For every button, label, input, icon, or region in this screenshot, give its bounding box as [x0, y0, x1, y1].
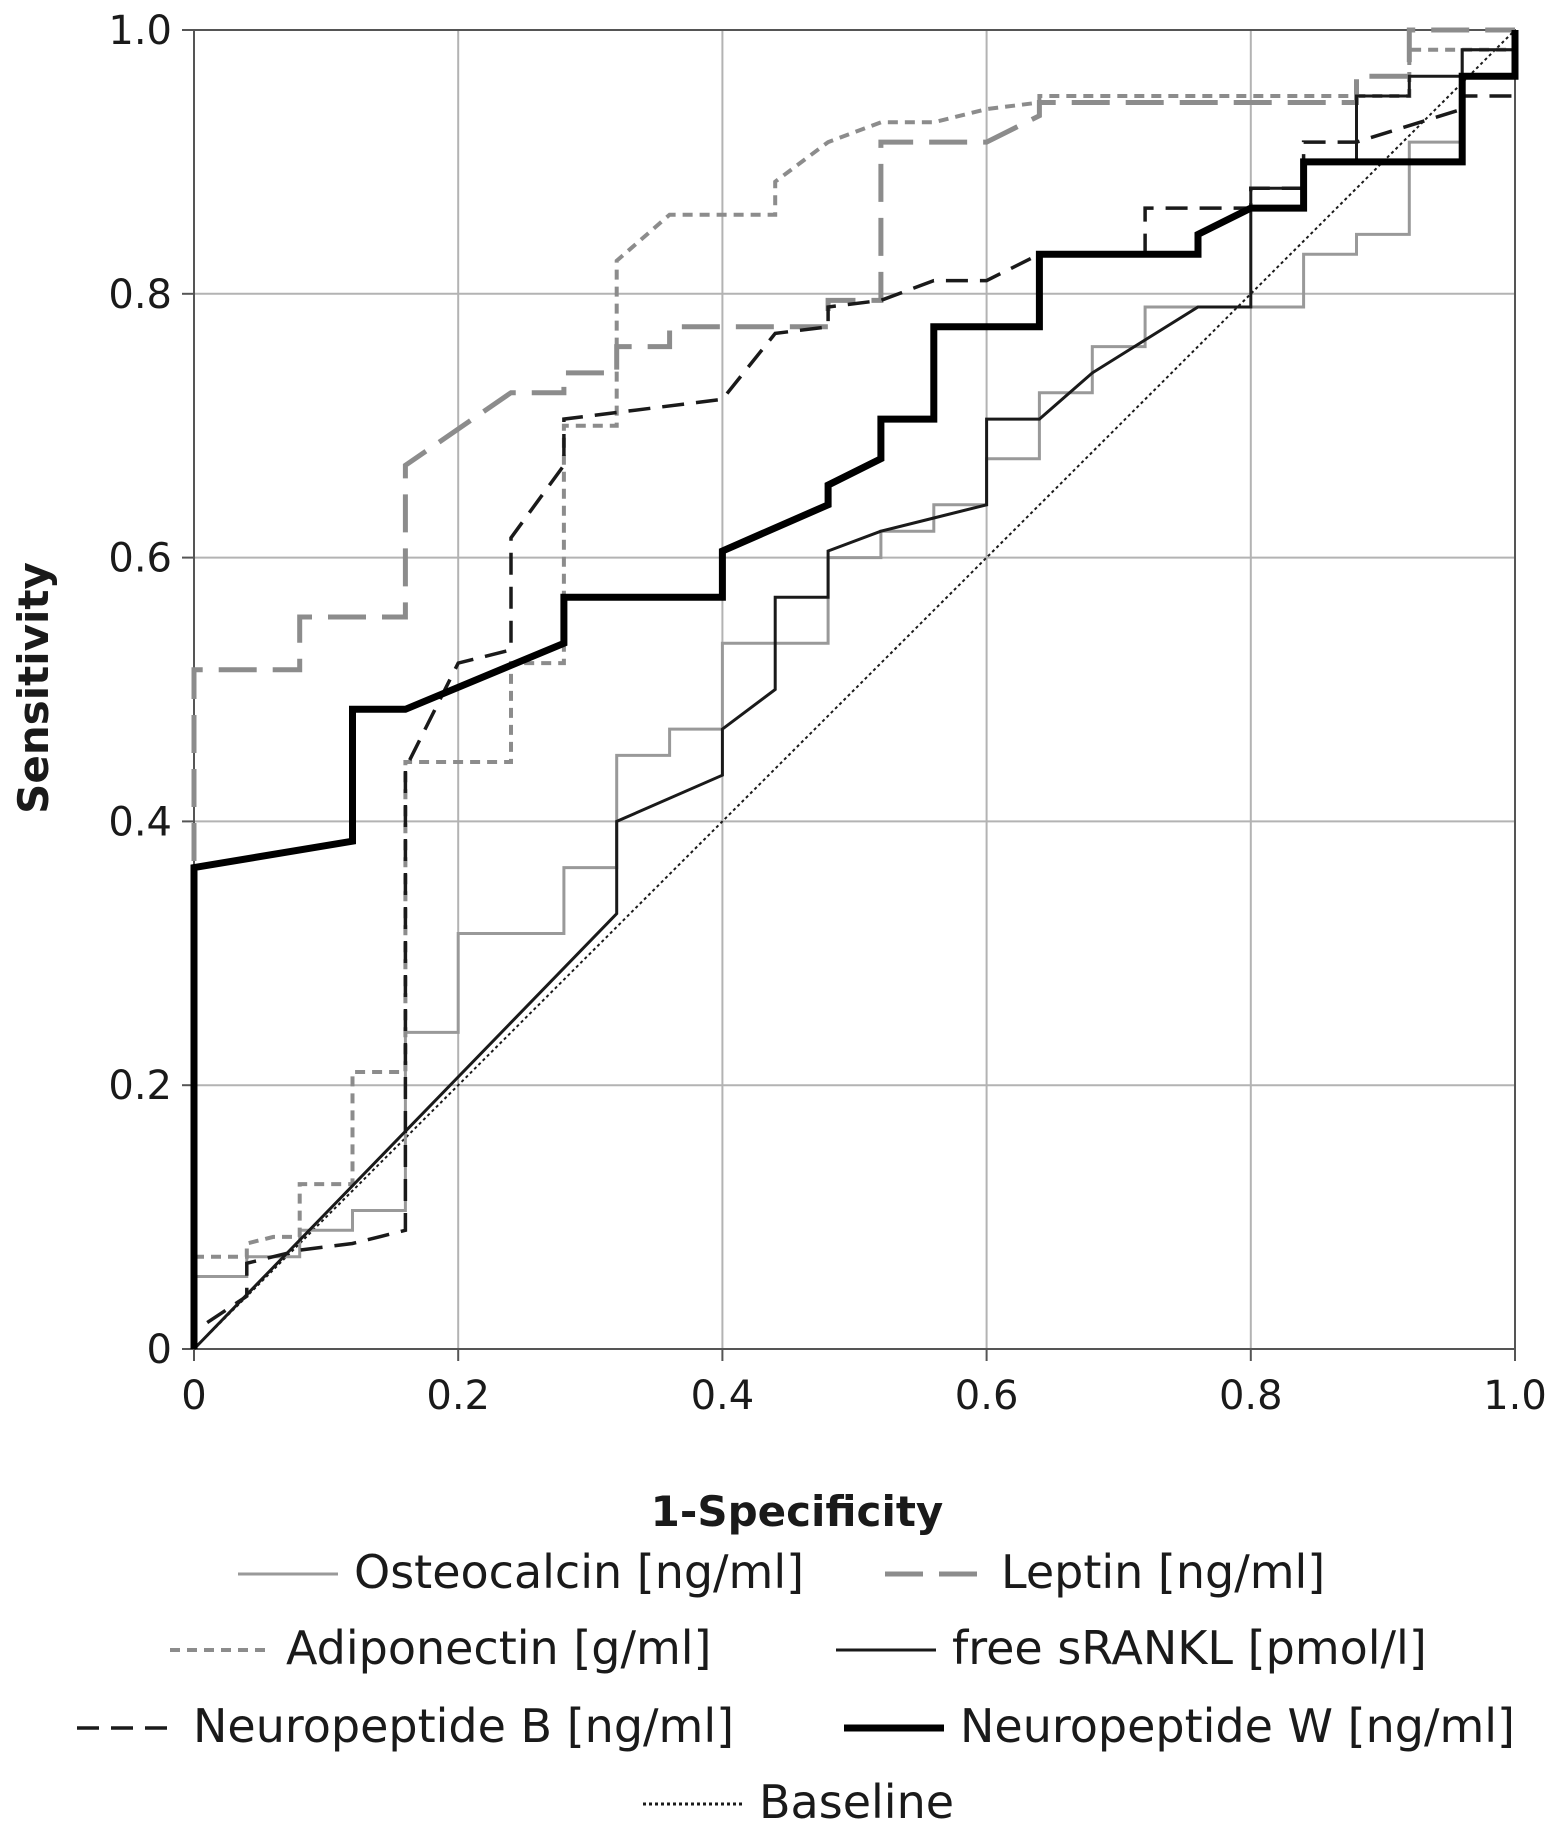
y-tick-label: 0.4 [108, 799, 172, 845]
series-line-0 [192, 30, 1517, 1349]
legend-label-2: Adiponectin [g/ml] [286, 1621, 712, 1675]
legend-label-4: Neuropeptide B [ng/ml] [193, 1699, 734, 1753]
y-tick-label: 0 [147, 1327, 172, 1373]
legend-label-3: free sRANKL [pmol/l] [952, 1621, 1427, 1675]
legend-label-1: Leptin [ng/ml] [1001, 1545, 1325, 1599]
legend-label-6: Baseline [759, 1775, 954, 1829]
y-axis-title: Sensitivity [9, 562, 58, 814]
x-tick-label: 1.0 [1483, 1373, 1547, 1419]
series-lines [190, 27, 1519, 1351]
series-line-2 [194, 47, 1515, 1259]
y-axis-ticks: 0 0.2 0.4 0.6 0.8 1.0 [108, 8, 194, 1373]
series-line-6 [193, 29, 1516, 1350]
y-tick-label: 0.6 [108, 536, 172, 582]
x-tick-label: 0.4 [691, 1373, 755, 1419]
x-tick-label: 0.8 [1219, 1373, 1283, 1419]
legend-label-5: Neuropeptide W [ng/ml] [960, 1699, 1515, 1753]
series-line-3 [192, 48, 1515, 1351]
x-axis-ticks: 0 0.2 0.4 0.6 0.8 1.0 [181, 1349, 1547, 1419]
y-tick-label: 0.8 [108, 272, 172, 318]
x-tick-label: 0 [181, 1373, 206, 1419]
series-line-5 [190, 30, 1519, 1349]
y-tick-label: 0.2 [108, 1063, 172, 1109]
x-tick-label: 0.6 [955, 1373, 1019, 1419]
legend-label-0: Osteocalcin [ng/ml] [354, 1545, 804, 1599]
x-axis-title: 1-Specificity [651, 1487, 944, 1536]
y-tick-label: 1.0 [108, 8, 172, 54]
x-tick-label: 0.2 [426, 1373, 490, 1419]
legend: Osteocalcin [ng/ml] Leptin [ng/ml] Adipone… [77, 1545, 1515, 1829]
